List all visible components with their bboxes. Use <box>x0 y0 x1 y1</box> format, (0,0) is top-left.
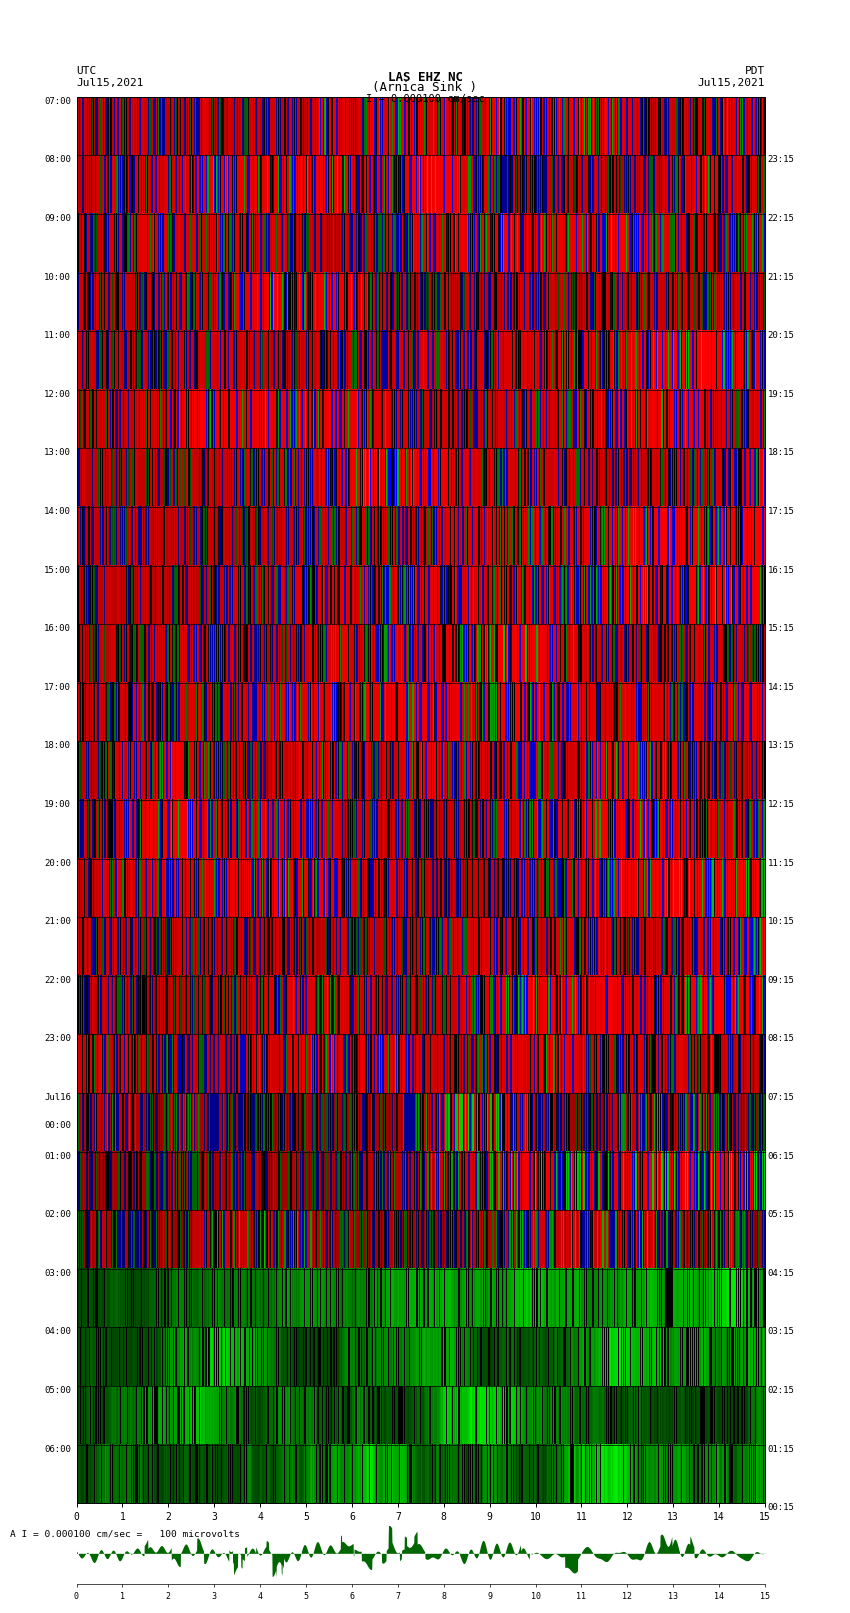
Text: Jul15,2021: Jul15,2021 <box>698 77 765 87</box>
Text: 04:00: 04:00 <box>44 1327 71 1337</box>
Text: 09:15: 09:15 <box>768 976 795 986</box>
Text: 12:15: 12:15 <box>768 800 795 810</box>
Text: 16:15: 16:15 <box>768 566 795 574</box>
Text: (Arnica Sink ): (Arnica Sink ) <box>372 81 478 94</box>
Text: 14:15: 14:15 <box>768 682 795 692</box>
Text: 21:15: 21:15 <box>768 273 795 282</box>
Text: 23:00: 23:00 <box>44 1034 71 1044</box>
Text: 04:15: 04:15 <box>768 1269 795 1277</box>
X-axis label: TIME (MINUTES): TIME (MINUTES) <box>373 1526 468 1537</box>
Text: Jul16: Jul16 <box>44 1094 71 1102</box>
Text: 05:15: 05:15 <box>768 1210 795 1219</box>
Text: 05:00: 05:00 <box>44 1386 71 1395</box>
Text: 07:15: 07:15 <box>768 1094 795 1102</box>
Text: 22:15: 22:15 <box>768 215 795 223</box>
Text: 07:00: 07:00 <box>44 97 71 106</box>
Text: 09:00: 09:00 <box>44 215 71 223</box>
Text: 20:00: 20:00 <box>44 858 71 868</box>
Text: 13:00: 13:00 <box>44 448 71 458</box>
Text: LAS EHZ NC: LAS EHZ NC <box>388 71 462 84</box>
Text: 10:00: 10:00 <box>44 273 71 282</box>
Text: 14:00: 14:00 <box>44 506 71 516</box>
Text: 08:00: 08:00 <box>44 155 71 165</box>
Text: 01:00: 01:00 <box>44 1152 71 1161</box>
Text: 10:15: 10:15 <box>768 918 795 926</box>
Text: Jul15,2021: Jul15,2021 <box>76 77 144 87</box>
Text: 00:00: 00:00 <box>44 1121 71 1131</box>
Text: 11:15: 11:15 <box>768 858 795 868</box>
Text: 20:15: 20:15 <box>768 331 795 340</box>
Text: 22:00: 22:00 <box>44 976 71 986</box>
Text: A I = 0.000100 cm/sec =   100 microvolts: A I = 0.000100 cm/sec = 100 microvolts <box>10 1529 241 1539</box>
Text: 23:15: 23:15 <box>768 155 795 165</box>
Text: 17:15: 17:15 <box>768 506 795 516</box>
Text: UTC: UTC <box>76 66 97 76</box>
Text: 01:15: 01:15 <box>768 1445 795 1453</box>
Text: I = 0.000100 cm/sec: I = 0.000100 cm/sec <box>366 94 484 103</box>
Text: 18:15: 18:15 <box>768 448 795 458</box>
Text: 19:00: 19:00 <box>44 800 71 810</box>
Text: 13:15: 13:15 <box>768 742 795 750</box>
Text: 16:00: 16:00 <box>44 624 71 634</box>
Text: 19:15: 19:15 <box>768 390 795 398</box>
Text: 02:15: 02:15 <box>768 1386 795 1395</box>
Text: 21:00: 21:00 <box>44 918 71 926</box>
Text: PDT: PDT <box>745 66 765 76</box>
Text: 02:00: 02:00 <box>44 1210 71 1219</box>
Text: 15:00: 15:00 <box>44 566 71 574</box>
Text: 18:00: 18:00 <box>44 742 71 750</box>
Text: 00:15: 00:15 <box>768 1503 795 1513</box>
Text: 03:00: 03:00 <box>44 1269 71 1277</box>
Text: 17:00: 17:00 <box>44 682 71 692</box>
Text: 03:15: 03:15 <box>768 1327 795 1337</box>
Text: 08:15: 08:15 <box>768 1034 795 1044</box>
Text: 06:00: 06:00 <box>44 1445 71 1453</box>
Text: 12:00: 12:00 <box>44 390 71 398</box>
Text: 15:15: 15:15 <box>768 624 795 634</box>
Text: 06:15: 06:15 <box>768 1152 795 1161</box>
Text: 11:00: 11:00 <box>44 331 71 340</box>
